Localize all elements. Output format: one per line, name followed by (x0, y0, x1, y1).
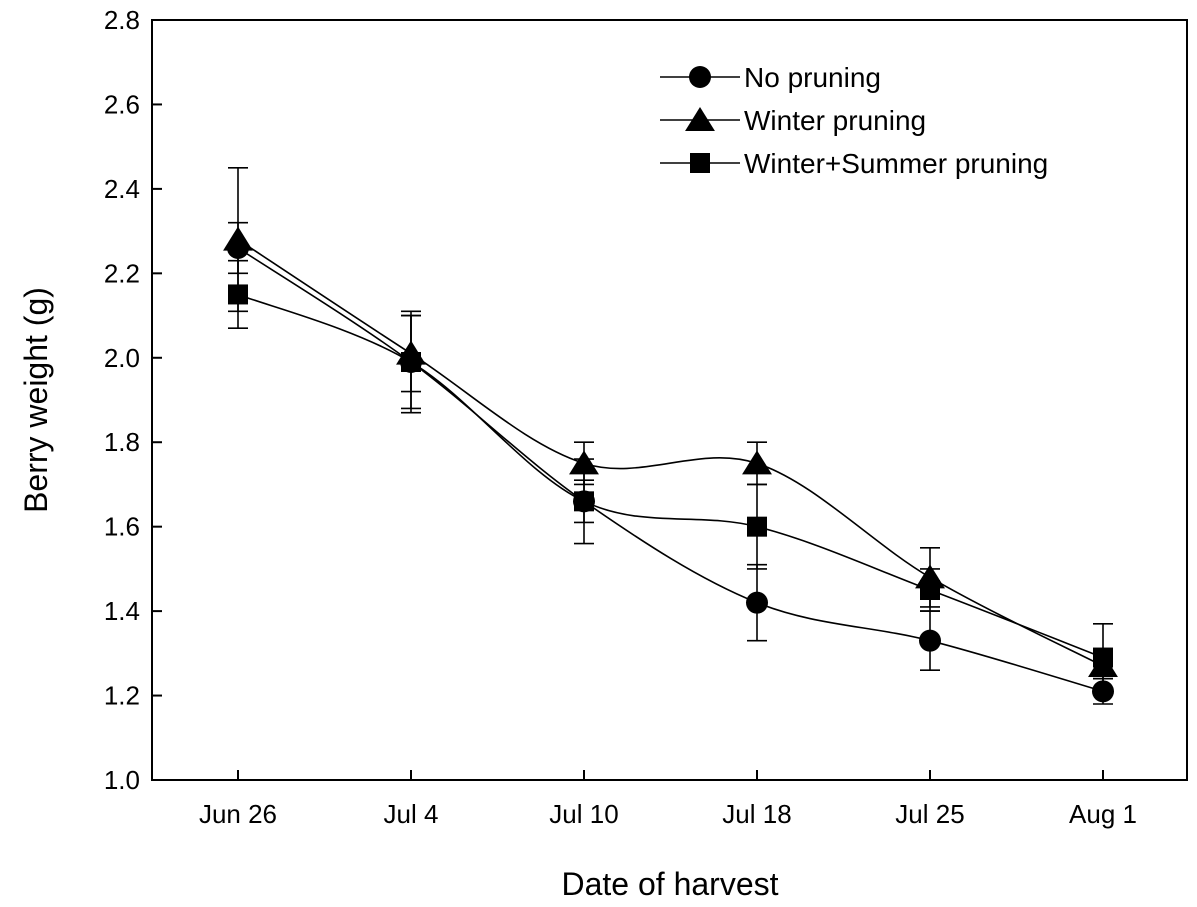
y-tick-label-5: 2.0 (104, 343, 140, 373)
y-tick-label-4: 1.8 (104, 427, 140, 457)
point-1-0 (223, 226, 253, 251)
legend-marker-1 (685, 107, 715, 132)
axis-layer: 1.0 1.2 1.4 1.6 1.8 2.0 2.2 2.4 2.6 2.8 Jun 26 Jul … (104, 5, 1137, 829)
legend-label-2: Winter+Summer pruning (744, 148, 1048, 179)
y-tick-label-3: 1.6 (104, 512, 140, 542)
series-2 (228, 259, 1113, 693)
point-2-0 (228, 284, 248, 305)
series-line-1 (237, 238, 1104, 667)
point-2-4 (920, 580, 940, 600)
y-tick-label-9: 2.8 (104, 5, 140, 35)
point-1-2 (569, 450, 599, 475)
point-2-2 (574, 491, 594, 512)
x-tick-label-2: Jul 10 (549, 799, 618, 829)
y-tick-label-6: 2.2 (104, 258, 140, 288)
plot-frame (151, 19, 1188, 781)
y-tick-label-0: 1.0 (104, 765, 140, 795)
x-tick-label-1: Jul 4 (384, 799, 439, 829)
x-tick-label-0: Jun 26 (199, 799, 277, 829)
legend: No pruning Winter pruning Winter+Summer pr… (660, 62, 1048, 179)
series-line-0 (237, 247, 1104, 693)
point-1-3 (742, 450, 772, 475)
legend-label-0: No pruning (744, 62, 881, 93)
legend-marker-0 (689, 66, 711, 88)
point-2-5 (1093, 647, 1113, 668)
legend-marker-2 (690, 153, 710, 173)
y-tick-label-1: 1.2 (104, 681, 140, 711)
series-1 (223, 166, 1118, 680)
x-tick-label-3: Jul 18 (722, 799, 791, 829)
x-tick-label-5: Aug 1 (1069, 799, 1137, 829)
y-tick-label-2: 1.4 (104, 596, 140, 626)
legend-label-1: Winter pruning (744, 105, 926, 136)
point-2-1 (401, 352, 421, 372)
x-axis-title: Date of harvest (562, 866, 779, 902)
point-0-3 (746, 591, 768, 614)
series-line-2 (237, 293, 1104, 659)
y-tick-label-7: 2.4 (104, 174, 140, 204)
point-0-4 (919, 629, 941, 652)
y-axis-title: Berry weight (g) (18, 287, 54, 513)
y-tick-label-8: 2.6 (104, 89, 140, 119)
series-layer (223, 166, 1118, 705)
point-2-3 (747, 516, 767, 537)
x-tick-label-4: Jul 25 (895, 799, 964, 829)
